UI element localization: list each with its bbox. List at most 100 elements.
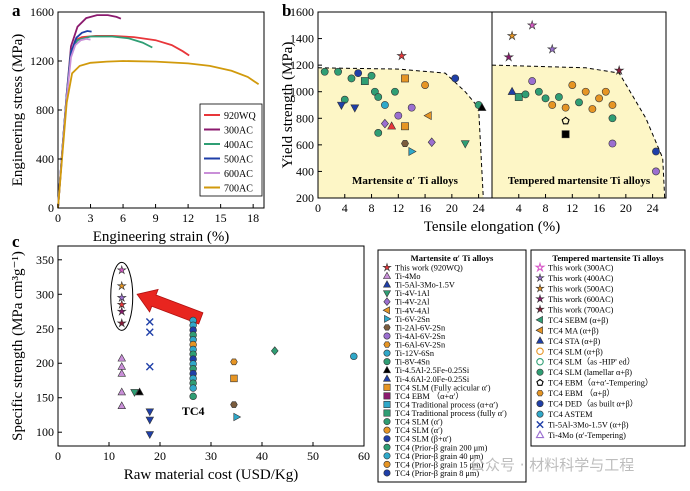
data-point: [613, 64, 625, 75]
legend-label: TC4 (Prior-β grain 200 μm): [395, 443, 488, 452]
panel-b-y-axis-label: Yield strength (MPa): [280, 42, 296, 169]
legend-marker: [383, 460, 391, 468]
y-tick-label: 400: [36, 152, 54, 166]
data-point: [575, 98, 583, 107]
shaded-region: [492, 65, 665, 198]
panel-c-x-axis-label: Raw material cost (USD/Kg): [124, 467, 299, 483]
data-point: [374, 93, 383, 101]
legend-marker: [384, 314, 392, 323]
data-point: [116, 292, 127, 303]
panel-a-axes: 0 3 6 9 12 15 18 0 400 800 1200 1600: [30, 5, 259, 225]
curve-300ac: [57, 14, 122, 209]
panel-a: a 0 3 6 9 12 15 18 0 400 800 1200 1600 Engineering …: [10, 1, 265, 245]
data-point: [350, 352, 358, 361]
legend-marker: [382, 365, 392, 374]
x-tick-label: 4: [342, 201, 348, 215]
legend-label: This work (920WQ): [395, 264, 463, 273]
x-tick-label: 20: [154, 449, 166, 463]
panel-b-label: b: [282, 1, 291, 20]
data-point: [548, 101, 557, 109]
data-point: [116, 299, 127, 309]
data-point: [135, 387, 144, 396]
y-tick-label: 300: [36, 287, 54, 301]
legend-label: TC4 (Prior-β grain 8 μm): [395, 469, 479, 478]
data-point: [116, 280, 127, 291]
y-tick-label: 250: [36, 322, 54, 336]
x-tick-label: 12: [392, 201, 404, 215]
legend-label: 920WQ: [224, 111, 256, 122]
y-tick-label: 100: [36, 425, 54, 439]
data-point: [117, 401, 126, 410]
legend-label: TC4 SLM (lamellar α+β): [548, 368, 632, 377]
panel-c-legend-tempered: Tempered martensite Ti alloys This work …: [530, 249, 686, 447]
legend-label: TC4 DED（as built α+β）: [548, 400, 638, 409]
data-point: [145, 408, 155, 417]
legend-marker: [535, 304, 545, 314]
data-point: [189, 384, 197, 392]
panel-c-tc4-annotation: TC4: [182, 404, 205, 418]
legend-marker: [383, 452, 391, 460]
data-point: [336, 101, 346, 110]
x-tick-label: 9: [153, 211, 159, 225]
legend-label: This work (500AC): [548, 284, 614, 293]
legend-martensite-title: Martensite α′ Ti alloys: [411, 253, 494, 263]
legend-label: Ti-4V-2Al: [395, 298, 430, 307]
legend-marker: [535, 315, 543, 324]
legend-label: Ti-4V-1Al: [395, 289, 430, 298]
y-tick-label: 800: [36, 103, 54, 117]
data-point: [374, 128, 383, 137]
legend-label: 400AC: [224, 140, 253, 151]
legend-box: [199, 103, 263, 197]
legend-marker: [383, 418, 391, 426]
legend-marker: [536, 368, 544, 376]
legend-label: Ti-4Al-6V-2Sn: [395, 332, 446, 341]
panel-c-label: c: [12, 232, 20, 251]
x-tick-label: 6: [120, 211, 126, 225]
x-tick-label: 16: [593, 201, 605, 215]
legend-label: TC4 SLM (α+β): [548, 347, 603, 356]
legend-label: TC4 STA (α+β): [548, 337, 600, 346]
data-point: [568, 81, 577, 89]
legend-label: Ti-12V-6Sn: [395, 349, 435, 358]
panel-a-y-axis-label: Engineering stress (MPa): [10, 34, 26, 186]
y-tick-label: 800: [296, 111, 314, 125]
legend-label: TC4 SLM (α′): [395, 426, 443, 435]
legend-label: TC4 EBM （α+α′）: [395, 392, 464, 401]
panel-a-curves: [57, 14, 260, 209]
x-tick-label: 15: [215, 211, 227, 225]
legend-marker: [535, 326, 543, 335]
legend-marker: [536, 347, 544, 356]
data-point: [230, 358, 238, 366]
data-point: [401, 122, 409, 131]
panel-c-highlight-ellipse: [110, 261, 134, 331]
data-point: [233, 412, 242, 422]
curve-700ac: [57, 60, 260, 209]
data-point: [477, 102, 487, 111]
data-point: [561, 116, 570, 125]
y-tick-label: 1600: [30, 5, 54, 19]
x-tick-label: 20: [620, 201, 632, 215]
data-point: [407, 103, 416, 112]
legend-marker: [536, 420, 544, 429]
y-tick-label: 1200: [290, 58, 314, 72]
x-tick-label: 3: [88, 211, 94, 225]
y-tick-label: 200: [36, 356, 54, 370]
y-tick-label: 1200: [30, 54, 54, 68]
y-tick-label: 150: [36, 391, 54, 405]
data-point: [354, 69, 363, 78]
legend-martensite-box: [377, 249, 527, 483]
legend-marker: [535, 293, 545, 303]
legend-label: 700AC: [224, 184, 253, 195]
data-point: [396, 50, 407, 61]
legend-marker: [383, 341, 391, 348]
data-point: [555, 93, 563, 101]
legend-marker: [383, 426, 391, 434]
data-point: [546, 43, 558, 54]
data-point: [541, 94, 550, 103]
panel-c-axes: 0 10 20 30 40 50 60 100 150 200 250 300 350: [36, 253, 370, 463]
legend-label: Ti-4Mo (α′-Tempering): [548, 431, 626, 440]
legend-marker: [534, 261, 546, 273]
data-point: [394, 111, 403, 120]
legend-label: TC4 MA (α+β): [548, 326, 599, 335]
